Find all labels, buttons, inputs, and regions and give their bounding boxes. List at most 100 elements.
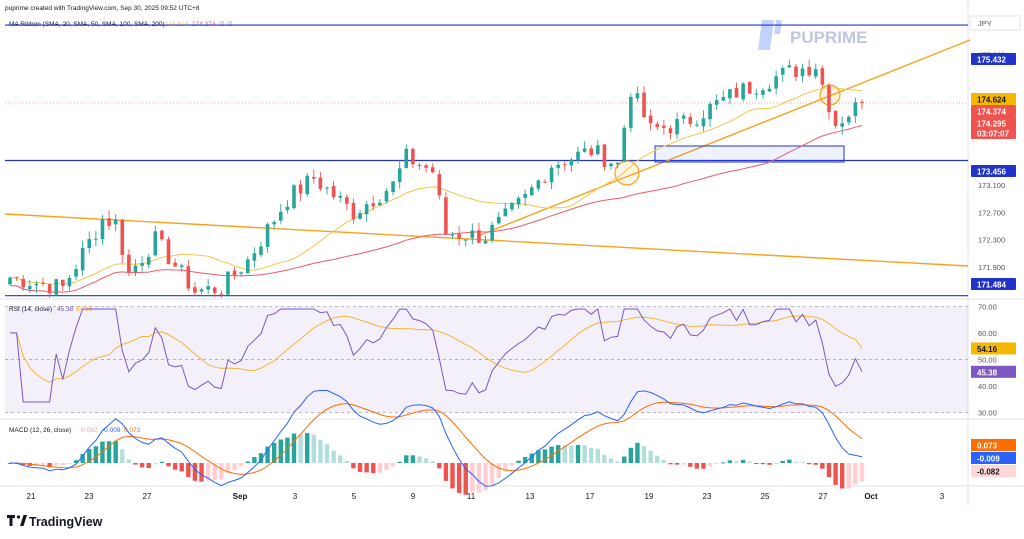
time-tick-label: 25	[761, 492, 770, 501]
candle-body	[259, 246, 263, 255]
candle-body	[846, 116, 851, 123]
candle-body	[609, 163, 613, 167]
macd-bar	[721, 462, 726, 464]
macd-legend-value: -0.082	[79, 427, 98, 434]
candle-body	[529, 187, 534, 196]
breakout-marker	[614, 160, 640, 186]
candle-body	[734, 87, 739, 98]
candle-body	[107, 218, 111, 226]
macd-bar	[238, 463, 244, 467]
candle-body	[503, 208, 508, 217]
macd-bar	[73, 460, 79, 463]
price-tag	[971, 53, 1016, 65]
macd-bar	[318, 439, 323, 463]
macd-bar	[516, 460, 521, 463]
candle-body	[714, 100, 719, 105]
macd-bar	[820, 463, 825, 469]
candle-body	[193, 287, 197, 293]
macd-bar	[271, 442, 277, 463]
macd-bar	[800, 462, 805, 464]
macd-bar	[555, 445, 561, 463]
macd-bar	[569, 445, 574, 463]
candle-body	[278, 211, 283, 221]
candle-body	[807, 66, 811, 76]
macd-bar	[93, 446, 99, 463]
macd-bar	[615, 461, 620, 463]
candle-body	[820, 68, 825, 85]
candle-body	[648, 115, 653, 123]
candle-body	[523, 193, 527, 198]
candle-body	[351, 202, 356, 220]
ascending-trendline	[477, 39, 971, 237]
candle-body	[179, 265, 184, 267]
candle-body	[404, 148, 409, 168]
macd-tag-label: -0.082	[977, 468, 1000, 477]
candle-body	[668, 128, 673, 134]
macd-bar	[172, 463, 178, 470]
macd-bar	[668, 463, 673, 465]
candle-body	[67, 278, 72, 287]
macd-bar	[793, 461, 799, 463]
time-tick-label: 27	[819, 492, 828, 501]
candle-body	[701, 118, 706, 127]
macd-bar	[542, 449, 548, 463]
rsi-ma-line	[10, 315, 863, 383]
macd-bar	[674, 463, 680, 465]
macd-bar	[364, 463, 369, 473]
macd-bar	[509, 463, 515, 466]
candle-body	[728, 89, 732, 99]
macd-legend-value: -0.009	[102, 427, 121, 434]
candle-body	[424, 165, 428, 168]
price-tick-label: 173.100	[978, 181, 1005, 190]
candle-body	[629, 96, 633, 128]
candle-body	[622, 127, 627, 162]
candle-body	[173, 262, 177, 267]
macd-line	[10, 389, 863, 487]
macd-bar	[324, 444, 330, 463]
candle-body	[54, 279, 59, 295]
candle-body	[199, 289, 204, 292]
macd-bar	[536, 450, 541, 463]
price-tag-label: 174.624	[977, 96, 1006, 105]
time-tick-label: 23	[85, 492, 94, 501]
candle-body	[397, 168, 402, 182]
candle-body	[186, 266, 191, 289]
macd-bar	[34, 463, 39, 466]
candle-body	[754, 93, 759, 95]
price-tag	[971, 105, 1016, 117]
time-tick-label: Oct	[864, 492, 878, 501]
rsi-tag	[971, 365, 1016, 378]
candle-body	[853, 102, 858, 117]
candle-body	[14, 277, 19, 279]
macd-bar	[754, 463, 759, 464]
candle-body	[232, 270, 237, 276]
candle-body	[391, 181, 395, 193]
candle-body	[331, 185, 336, 198]
rsi-ma-tag-label: 54.16	[977, 345, 998, 354]
rsi-line	[10, 308, 863, 403]
macd-bar	[338, 455, 343, 463]
candle-body	[417, 164, 422, 166]
candles	[8, 59, 864, 298]
candle-body	[100, 219, 105, 240]
macd-histogram	[7, 433, 865, 495]
macd-bar	[133, 463, 138, 465]
candle-body	[444, 197, 448, 234]
candle-body	[8, 277, 12, 285]
price-tag	[971, 278, 1016, 290]
candle-body	[371, 203, 376, 207]
time-tick-label: 17	[586, 492, 595, 501]
macd-bar	[853, 463, 858, 485]
candle-body	[642, 92, 646, 118]
macd-tag	[971, 452, 1016, 464]
macd-bar	[859, 463, 865, 482]
macd-bar	[305, 433, 310, 463]
candle-body	[28, 286, 32, 290]
candle-body	[364, 204, 369, 215]
price-tag	[971, 127, 1016, 139]
demand-zone-box	[654, 145, 845, 163]
macd-bar	[694, 463, 700, 469]
candle-body	[827, 85, 831, 113]
macd-bar	[219, 463, 224, 480]
